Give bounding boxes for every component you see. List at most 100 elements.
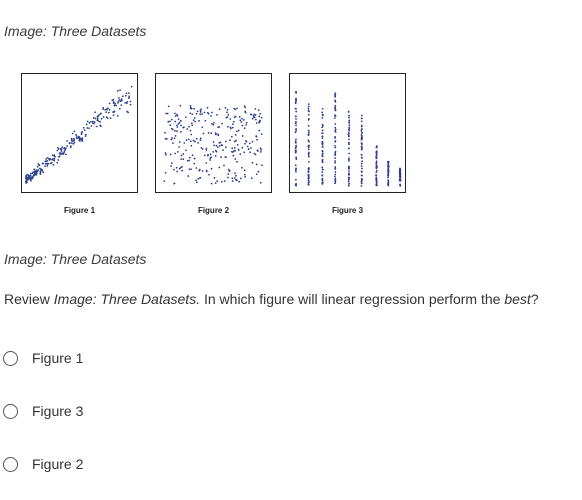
figure-2-point — [231, 147, 234, 150]
figure-1-point — [124, 102, 127, 104]
figure-2-point — [210, 115, 212, 117]
figure-3-point — [360, 120, 363, 123]
figure-2-point — [175, 166, 178, 169]
figure-2-point — [200, 146, 203, 149]
figure-3-point — [321, 161, 324, 164]
radio-button[interactable] — [3, 456, 18, 472]
figure-2-point — [253, 116, 256, 119]
figure-2-point — [188, 168, 191, 171]
figure-2-point — [169, 124, 172, 127]
figure-1-point — [26, 178, 28, 181]
figure-2-point — [170, 118, 173, 121]
figure-1-point — [107, 107, 109, 110]
figure-1-point — [94, 111, 97, 114]
figure-3-point — [399, 167, 401, 170]
figure-1-point — [84, 135, 87, 138]
figure-3-point — [360, 124, 363, 127]
option-figure-3[interactable]: Figure 3 — [3, 400, 83, 422]
figure-1-point — [78, 136, 81, 139]
figure-3-point — [387, 184, 390, 187]
figure-2-point — [241, 166, 243, 169]
figure-2-point — [207, 132, 210, 134]
figure-1-point — [97, 120, 100, 122]
figure-2-point — [232, 154, 235, 157]
figure-3-point — [399, 169, 402, 172]
figure-1-point — [117, 100, 120, 103]
figure-3-point — [307, 183, 310, 186]
figure-3-point — [307, 129, 310, 132]
figure-2-point — [193, 117, 196, 119]
figure-3-point — [295, 184, 298, 187]
figure-2-point — [179, 104, 182, 107]
figure-3-point — [321, 174, 324, 177]
figure-3-point — [294, 131, 297, 134]
figure-1-point — [39, 173, 42, 175]
figure-1-point — [61, 152, 64, 155]
question-emphasis: best — [504, 291, 531, 307]
option-figure-2[interactable]: Figure 2 — [3, 453, 83, 475]
figure-3-point — [334, 160, 336, 162]
figure-2-point — [170, 138, 173, 141]
figure-2-point — [164, 152, 167, 154]
figure-2-point — [258, 129, 261, 132]
figure-1-point — [114, 102, 116, 105]
question-text: Review Image: Three Datasets. In which f… — [4, 291, 539, 307]
figure-2-point — [218, 126, 221, 128]
figure-2-point — [209, 159, 212, 161]
figure-2-point — [199, 137, 202, 140]
radio-button[interactable] — [3, 403, 18, 419]
figure-1-point — [102, 116, 105, 118]
figure-2-point — [201, 148, 204, 150]
figure-3-point — [348, 124, 351, 126]
figure-1-point — [58, 152, 61, 155]
figure-3-point — [375, 177, 378, 180]
figure-2-point — [193, 107, 196, 110]
figure-2-point — [177, 122, 180, 125]
figure-1-point — [130, 85, 133, 88]
figure-3-point — [307, 171, 310, 174]
figure-2-point — [179, 130, 182, 133]
figure-2-point — [238, 115, 241, 118]
figure-1-point — [102, 108, 105, 110]
figure-3-point — [308, 181, 310, 184]
figure-3-point — [307, 167, 310, 170]
figure-3-point — [321, 181, 324, 183]
figure-2-point — [203, 111, 206, 114]
figure-2-point — [194, 140, 196, 143]
figure-2-point — [234, 133, 237, 136]
radio-button[interactable] — [3, 350, 18, 366]
figure-2-point — [218, 166, 221, 169]
figure-2-point — [183, 126, 185, 129]
figure-2-point — [173, 137, 176, 140]
figure-2-point — [261, 164, 263, 167]
figure-1-point — [108, 109, 111, 111]
figure-1-point — [53, 157, 56, 160]
figure-2-point — [236, 160, 238, 163]
figure-2-point — [219, 141, 222, 144]
figure-2-point — [201, 126, 204, 129]
figure-2-point — [208, 173, 210, 176]
figure-2-point — [164, 131, 166, 134]
figure-3-point — [347, 135, 350, 138]
figure-2-point — [228, 170, 231, 173]
figure-2-point — [231, 180, 234, 182]
figure-1-point — [57, 148, 60, 150]
figure-2-point — [257, 170, 260, 173]
figure-1-point — [108, 102, 111, 105]
figure-2-point — [180, 158, 183, 161]
figure-2-point — [189, 129, 192, 132]
figure-2-point — [230, 127, 232, 130]
figure-3-point — [348, 121, 350, 123]
figure-3-point — [387, 172, 390, 175]
figure-2-point — [190, 133, 193, 136]
figure-3-point — [307, 179, 310, 182]
figure-3-point — [334, 130, 336, 132]
option-figure-1[interactable]: Figure 1 — [3, 347, 83, 369]
figure-2-point — [174, 152, 177, 155]
figure-2-point — [164, 153, 167, 156]
figure-1-point — [128, 95, 131, 98]
figure-1-point — [47, 162, 49, 165]
figure-3-point — [294, 140, 297, 143]
figure-3-point — [360, 165, 363, 168]
figure-3-point — [361, 167, 363, 170]
